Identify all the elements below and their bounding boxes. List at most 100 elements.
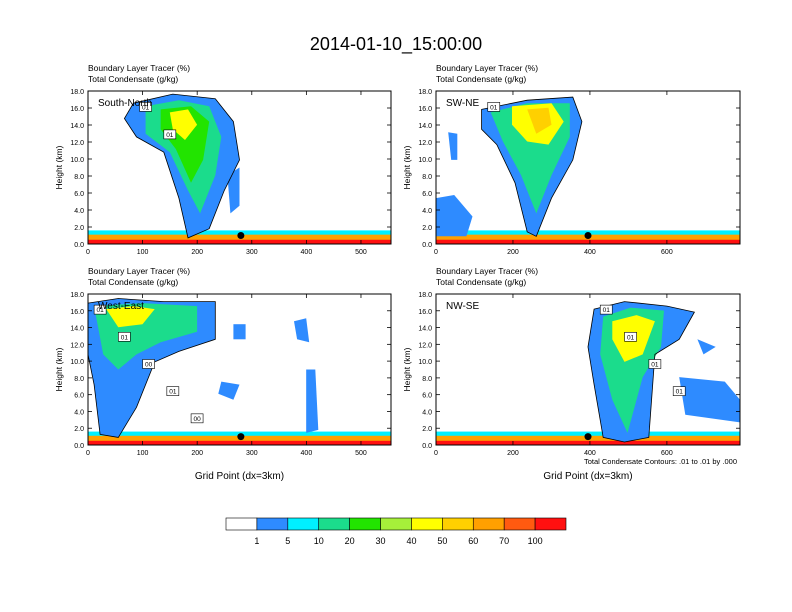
y-tick-label: 4.0 bbox=[74, 409, 84, 416]
panel-subtitle-condensate: Total Condensate (g/kg) bbox=[436, 74, 526, 84]
tracer-shaded-region bbox=[233, 324, 246, 340]
y-tick-label: 18.0 bbox=[418, 89, 432, 96]
y-tick-label: 16.0 bbox=[70, 106, 84, 113]
y-tick-label: 0.0 bbox=[422, 443, 432, 450]
colorbar-label: 20 bbox=[345, 536, 355, 546]
y-tick-label: 10.0 bbox=[70, 359, 84, 366]
y-tick-label: 6.0 bbox=[422, 191, 432, 198]
y-tick-label: 4.0 bbox=[422, 409, 432, 416]
contour-label-box bbox=[648, 359, 662, 369]
condensate-contour bbox=[123, 93, 240, 239]
tracer-shaded-region bbox=[436, 195, 473, 237]
tracer-shaded-region bbox=[106, 306, 155, 328]
boundary-layer-band-core bbox=[88, 234, 391, 244]
x-tick-label: 500 bbox=[355, 249, 367, 256]
y-tick-label: 4.0 bbox=[422, 208, 432, 215]
colorbar-swatch bbox=[287, 517, 320, 531]
panel-subtitle-condensate: Total Condensate (g/kg) bbox=[88, 74, 178, 84]
contour-label: 00 bbox=[145, 361, 153, 368]
y-tick-label: 18.0 bbox=[418, 292, 432, 299]
contour-label-box bbox=[624, 331, 637, 342]
boundary-layer-band-core bbox=[88, 435, 391, 445]
contour-label: 01 bbox=[490, 104, 498, 111]
contour-label: 01 bbox=[603, 307, 611, 314]
y-tick-label: 14.0 bbox=[70, 123, 84, 130]
contour-label: 00 bbox=[193, 416, 201, 423]
plot-frame bbox=[435, 293, 741, 446]
colorbar-swatch bbox=[380, 517, 412, 531]
tracer-shaded-region bbox=[679, 377, 740, 423]
panel-subtitle-tracer: Boundary Layer Tracer (%) bbox=[436, 63, 538, 73]
contour-label-box bbox=[163, 129, 177, 140]
x-tick-label: 600 bbox=[661, 450, 673, 457]
colorbar-swatch bbox=[503, 517, 536, 531]
y-tick-label: 2.0 bbox=[422, 426, 432, 433]
x-axis-label: Grid Point (dx=3km) bbox=[195, 471, 284, 482]
colorbar-swatch bbox=[472, 517, 505, 531]
panel-south-north: Boundary Layer Tracer (%)Total Condensat… bbox=[54, 63, 392, 256]
colorbar-label: 40 bbox=[406, 536, 416, 546]
x-tick-label: 0 bbox=[86, 249, 90, 256]
cross-section-label: West-East bbox=[98, 301, 144, 312]
location-marker bbox=[584, 232, 592, 239]
boundary-layer-band-surface bbox=[88, 239, 391, 244]
panel-subtitle-tracer: Boundary Layer Tracer (%) bbox=[88, 266, 190, 276]
y-tick-label: 0.0 bbox=[74, 443, 84, 450]
y-tick-label: 6.0 bbox=[74, 393, 84, 400]
figure-title: 2014-01-10_15:00:00 bbox=[310, 34, 482, 55]
contour-label: 01 bbox=[97, 307, 105, 314]
colorbar-label: 60 bbox=[468, 536, 478, 546]
tracer-shaded-region bbox=[294, 318, 310, 343]
y-tick-label: 12.0 bbox=[418, 342, 432, 349]
y-tick-label: 14.0 bbox=[418, 123, 432, 130]
x-tick-label: 300 bbox=[246, 450, 258, 457]
contour-label: 01 bbox=[166, 132, 174, 139]
contour-label-box bbox=[166, 386, 180, 396]
x-tick-label: 200 bbox=[191, 450, 203, 457]
tracer-shaded-region bbox=[448, 132, 458, 160]
contour-label-box bbox=[118, 331, 131, 342]
contour-label: 01 bbox=[651, 361, 659, 368]
plot-frame bbox=[435, 90, 741, 245]
panel-subtitle-condensate: Total Condensate (g/kg) bbox=[436, 277, 526, 287]
colorbar-swatch bbox=[225, 517, 258, 531]
tracer-shaded-region bbox=[218, 381, 240, 400]
x-tick-label: 200 bbox=[507, 249, 519, 256]
colorbar-swatch bbox=[442, 517, 474, 531]
x-tick-label: 400 bbox=[301, 249, 313, 256]
colorbar-label: 1 bbox=[254, 536, 259, 546]
contour-footnote: Total Condensate Contours: .01 to .01 by… bbox=[584, 457, 737, 466]
x-tick-label: 100 bbox=[137, 249, 149, 256]
x-tick-label: 200 bbox=[507, 450, 519, 457]
x-tick-label: 400 bbox=[584, 450, 596, 457]
colorbar-swatch bbox=[349, 517, 381, 531]
panel-subtitle-tracer: Boundary Layer Tracer (%) bbox=[88, 63, 190, 73]
plot-frame bbox=[87, 90, 392, 245]
boundary-layer-band-surface bbox=[88, 440, 391, 445]
y-tick-label: 12.0 bbox=[70, 140, 84, 147]
x-tick-label: 500 bbox=[355, 450, 367, 457]
contour-label-box bbox=[139, 102, 152, 112]
location-marker bbox=[237, 232, 245, 239]
y-tick-label: 8.0 bbox=[422, 174, 432, 181]
y-tick-label: 8.0 bbox=[74, 174, 84, 181]
colorbar-label: 70 bbox=[499, 536, 509, 546]
contour-label: 01 bbox=[676, 389, 684, 396]
colorbar-label: 50 bbox=[437, 536, 447, 546]
y-axis-label: Height (km) bbox=[402, 145, 412, 189]
y-tick-label: 0.0 bbox=[74, 242, 84, 249]
x-tick-label: 0 bbox=[434, 450, 438, 457]
boundary-layer-band-surface bbox=[436, 239, 740, 244]
y-tick-label: 14.0 bbox=[70, 326, 84, 333]
y-tick-label: 18.0 bbox=[70, 89, 84, 96]
x-axis-label: Grid Point (dx=3km) bbox=[543, 471, 632, 482]
x-tick-label: 100 bbox=[137, 450, 149, 457]
x-tick-label: 200 bbox=[191, 249, 203, 256]
colorbar-label: 30 bbox=[376, 536, 386, 546]
y-tick-label: 8.0 bbox=[74, 376, 84, 383]
panel-west-east: Boundary Layer Tracer (%)Total Condensat… bbox=[54, 266, 392, 482]
colorbar-swatch bbox=[534, 517, 567, 531]
contour-label-box bbox=[93, 304, 107, 315]
location-marker bbox=[584, 433, 592, 441]
